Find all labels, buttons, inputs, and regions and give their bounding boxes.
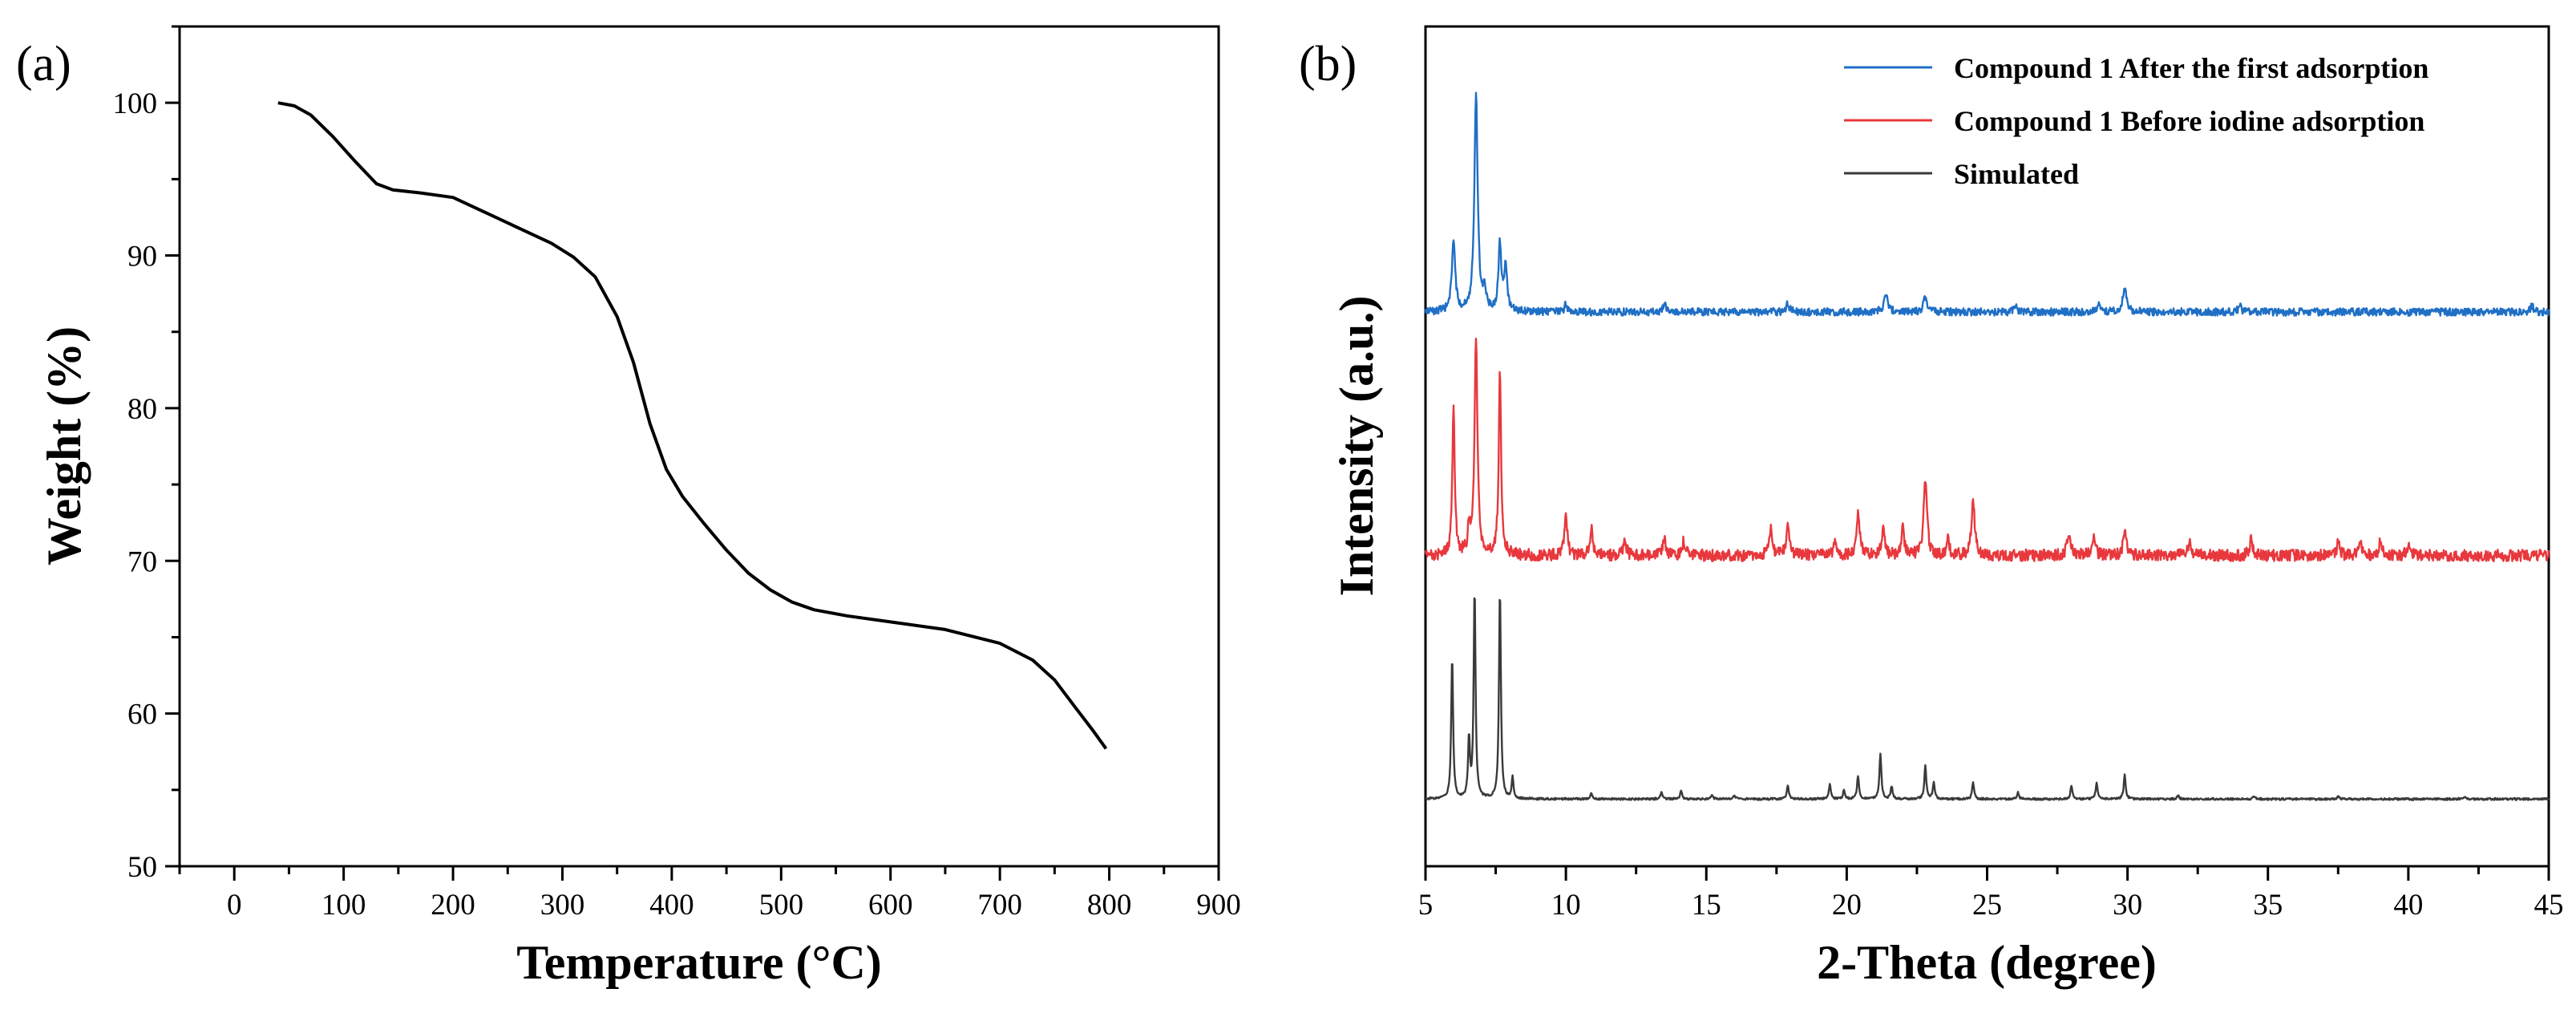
legend-label-before-adsorption: Compound 1 Before iodine adsorption — [1954, 105, 2424, 137]
xrd-plot-frame — [1424, 25, 2550, 868]
xrd-x-tick-label: 35 — [2253, 889, 2283, 922]
tga-y-tick-labels: 50 60 70 80 90 100 — [113, 87, 158, 884]
tga-x-tick-label: 500 — [759, 889, 804, 922]
tga-x-tick-label: 100 — [321, 889, 366, 922]
xrd-x-tick-labels: 5 10 15 20 25 30 35 40 45 — [1418, 889, 2564, 922]
tga-panel: (a) 0 100 200 300 400 500 600 700 800 900 50 60 70 8… — [16, 25, 1241, 989]
tga-x-axis-title: Temperature (°C) — [516, 936, 882, 989]
xrd-y-axis-title: Intensity (a.u.) — [1330, 295, 1383, 596]
tga-y-axis-title: Weight (%) — [38, 326, 91, 565]
xrd-x-tick-label: 10 — [1551, 889, 1581, 922]
xrd-x-tick-label: 20 — [1832, 889, 1862, 922]
tga-x-tick-label: 200 — [431, 889, 475, 922]
xrd-series — [1424, 91, 2550, 801]
legend-label-simulated: Simulated — [1954, 158, 2079, 190]
xrd-x-tick-label: 40 — [2393, 889, 2423, 922]
xrd-panel: (b) 5 10 15 20 25 30 35 40 45 Compound 1 After t… — [1299, 25, 2564, 989]
xrd-legend: Compound 1 After the first adsorption Co… — [1844, 52, 2428, 190]
panel-a-label: (a) — [16, 37, 71, 91]
xrd-x-tick-label: 25 — [1972, 889, 2002, 922]
tga-plot-frame — [178, 25, 1220, 868]
tga-x-tick-label: 400 — [649, 889, 694, 922]
xrd-pattern-before-adsorption — [1424, 338, 2550, 563]
xrd-pattern-simulated — [1425, 597, 2550, 801]
tga-series — [277, 101, 1108, 750]
tga-x-tick-label: 0 — [227, 889, 242, 922]
xrd-x-tick-label: 30 — [2113, 889, 2142, 922]
tga-y-tick-label: 70 — [127, 545, 157, 578]
tga-x-tick-label: 600 — [868, 889, 913, 922]
xrd-x-axis-title: 2-Theta (degree) — [1817, 936, 2157, 989]
tga-y-tick-label: 100 — [113, 87, 158, 120]
tga-ticks — [165, 25, 1220, 881]
xrd-x-tick-label: 15 — [1692, 889, 1721, 922]
panel-b-label: (b) — [1299, 37, 1357, 91]
tga-curve — [277, 101, 1108, 750]
xrd-x-tick-label: 5 — [1418, 889, 1434, 922]
tga-y-tick-label: 80 — [127, 393, 157, 426]
xrd-ticks — [1424, 866, 2550, 881]
tga-y-tick-label: 60 — [127, 699, 157, 731]
tga-y-tick-label: 90 — [127, 241, 157, 274]
tga-x-tick-label: 300 — [540, 889, 585, 922]
tga-x-tick-label: 900 — [1196, 889, 1241, 922]
xrd-x-tick-label: 45 — [2534, 889, 2564, 922]
legend-label-after-adsorption: Compound 1 After the first adsorption — [1954, 52, 2428, 84]
tga-x-tick-label: 700 — [977, 889, 1022, 922]
tga-x-tick-labels: 0 100 200 300 400 500 600 700 800 900 — [227, 889, 1241, 922]
tga-x-tick-label: 800 — [1087, 889, 1132, 922]
tga-y-tick-label: 50 — [127, 851, 157, 884]
xrd-pattern-after-adsorption — [1424, 91, 2550, 317]
